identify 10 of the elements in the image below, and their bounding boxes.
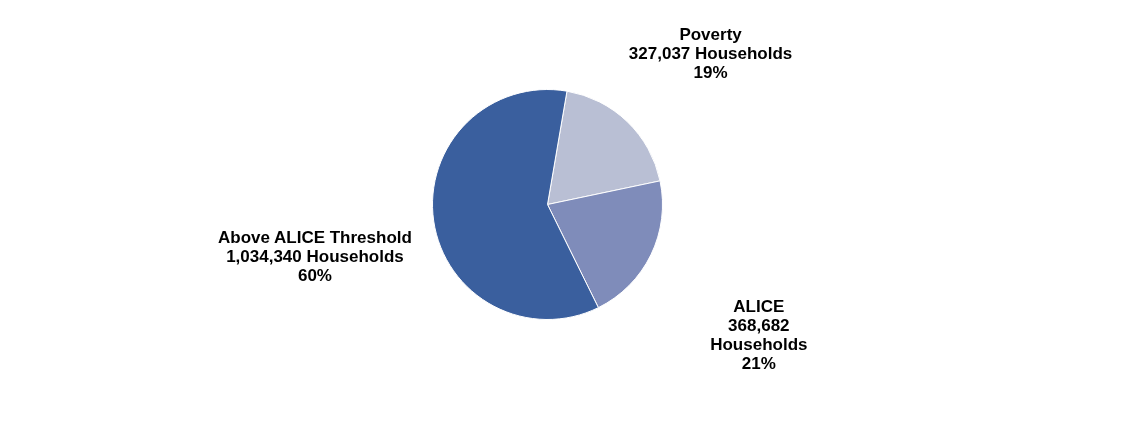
slice-label: Above ALICE Threshold bbox=[217, 228, 412, 248]
text: 60% bbox=[297, 266, 332, 286]
text: 19% bbox=[693, 63, 728, 83]
text: Households bbox=[710, 335, 808, 355]
text: 1,034,340 Households bbox=[226, 247, 404, 267]
text: 21% bbox=[741, 354, 776, 374]
slice-label: Poverty bbox=[679, 25, 743, 45]
text: 368,682 bbox=[728, 316, 790, 336]
text: 327,037 Households bbox=[628, 44, 793, 64]
slice-label: ALICE bbox=[733, 297, 785, 317]
